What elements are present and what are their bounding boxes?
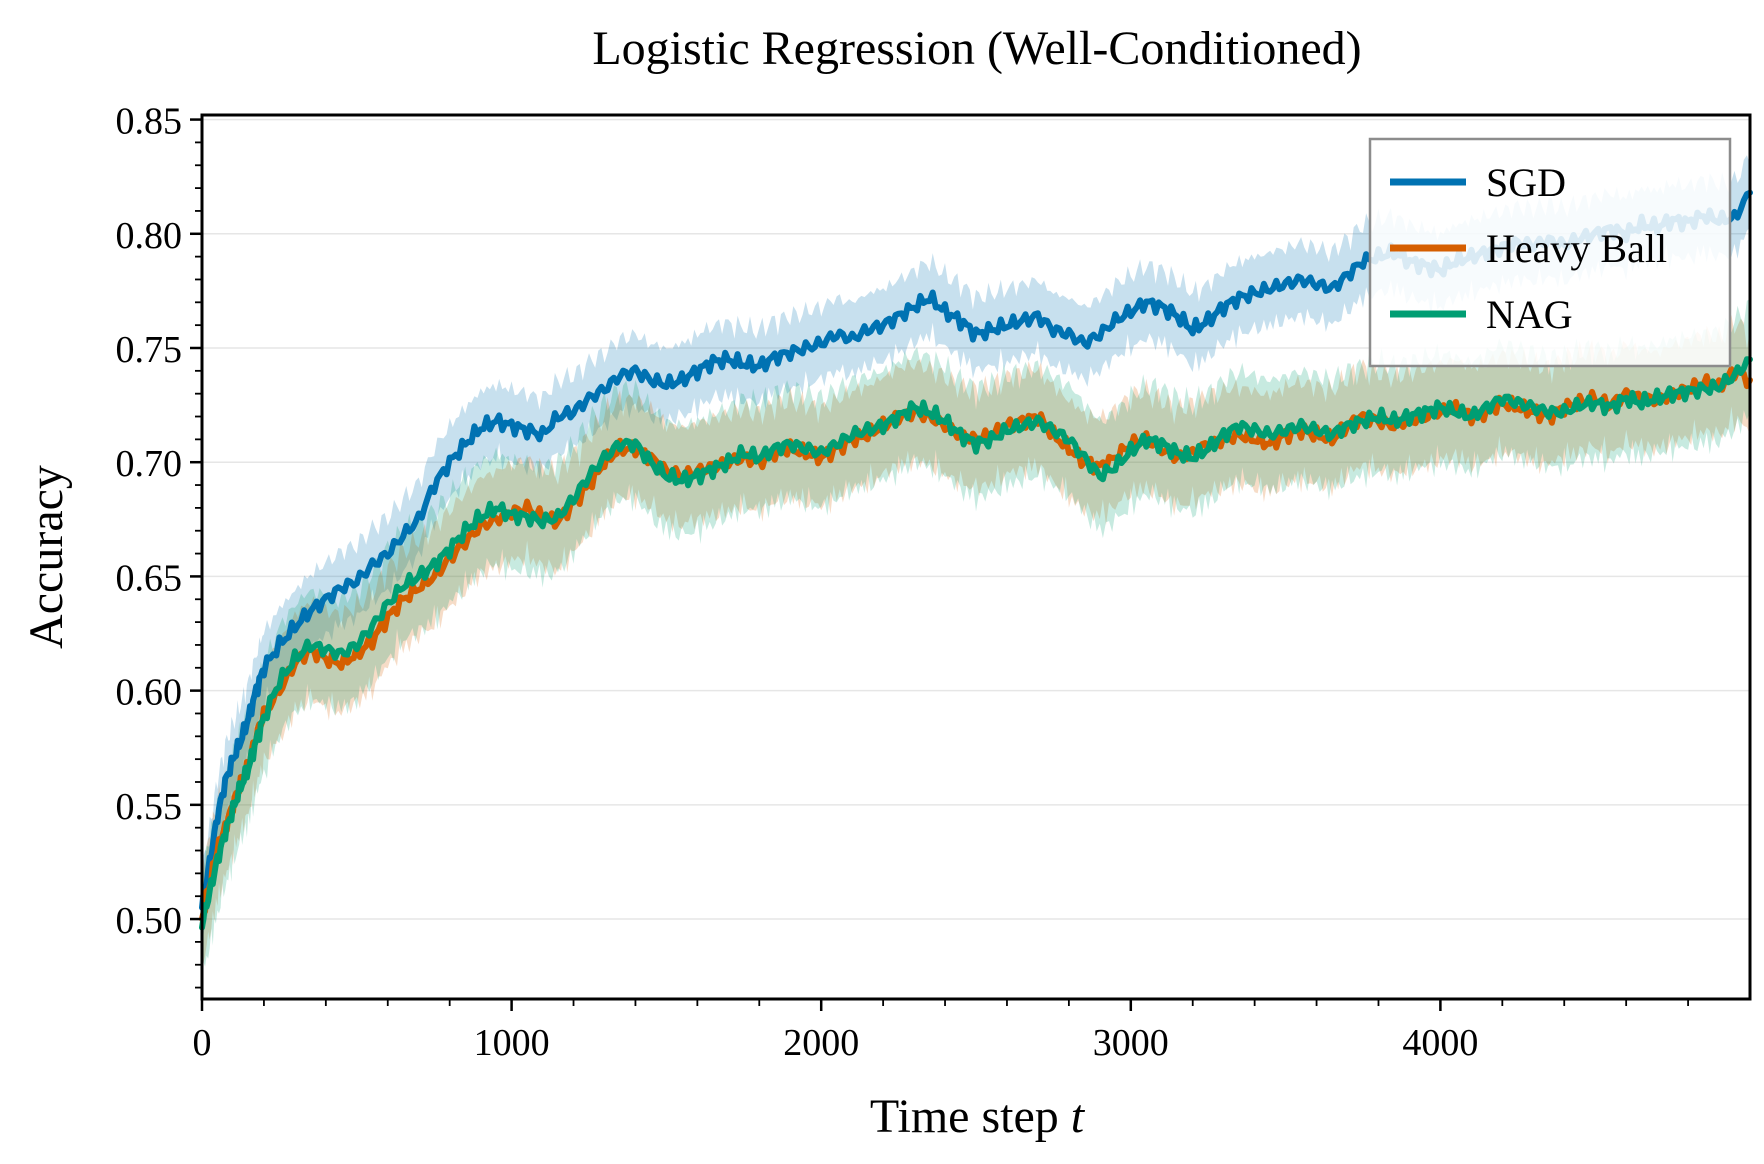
- chart-title: Logistic Regression (Well-Conditioned): [592, 22, 1361, 75]
- x-axis-label: Time step t: [870, 1090, 1086, 1143]
- y-tick-label: 0.85: [116, 101, 183, 143]
- x-tick-label: 4000: [1402, 1022, 1478, 1064]
- legend: SGD Heavy Ball NAG: [1368, 137, 1732, 368]
- plot-frame: [200, 113, 1752, 1001]
- y-tick-label: 0.50: [116, 900, 183, 942]
- y-tick-label: 0.75: [116, 329, 183, 371]
- gridlines: [202, 118, 1750, 920]
- y-tick-label: 0.80: [116, 215, 183, 257]
- y-axis: 0.50 0.55 0.60 0.65 0.70 0.75 0.80 0.85: [116, 101, 202, 989]
- y-tick-label: 0.65: [116, 557, 183, 599]
- x-tick-label: 1000: [474, 1022, 550, 1064]
- x-axis-label-var: t: [1071, 1090, 1086, 1143]
- x-tick-label: 2000: [783, 1022, 859, 1064]
- line-nag: [199, 356, 1753, 931]
- x-tick-label: 3000: [1093, 1022, 1169, 1064]
- x-tick-label: 0: [193, 1022, 212, 1064]
- legend-label: Heavy Ball: [1486, 226, 1667, 271]
- y-axis-label: Accuracy: [20, 465, 73, 649]
- x-axis-label-text: Time step: [870, 1090, 1059, 1143]
- y-tick-label: 0.55: [116, 786, 183, 828]
- legend-box: [1368, 137, 1732, 368]
- y-tick-label: 0.70: [116, 443, 183, 485]
- x-axis: 0 1000 2000 3000 4000: [193, 999, 1689, 1064]
- y-tick-label: 0.60: [116, 672, 183, 714]
- legend-label: SGD: [1486, 160, 1566, 205]
- legend-label: NAG: [1486, 292, 1573, 337]
